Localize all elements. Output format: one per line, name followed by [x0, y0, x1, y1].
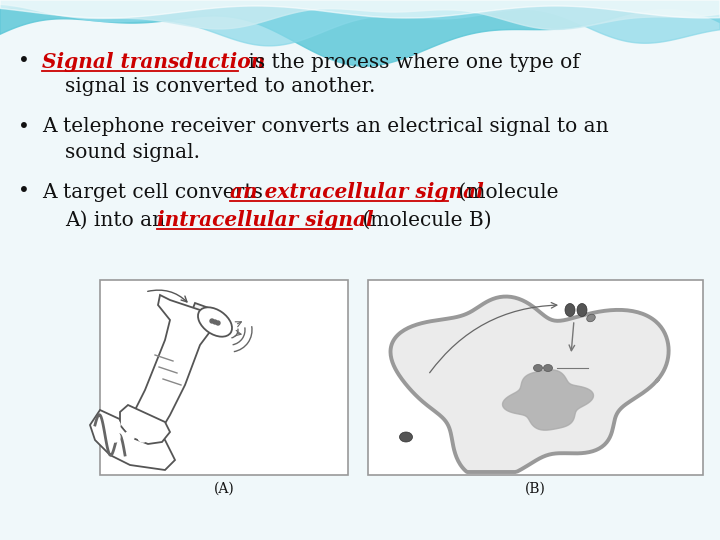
Text: A: A [376, 314, 384, 323]
Ellipse shape [565, 303, 575, 316]
Text: IN: IN [386, 314, 400, 323]
Polygon shape [503, 370, 593, 430]
Text: A telephone receiver converts an electrical signal to an: A telephone receiver converts an electri… [42, 118, 608, 137]
Text: OUT: OUT [286, 381, 310, 389]
Ellipse shape [587, 314, 595, 322]
Ellipse shape [198, 307, 232, 336]
Circle shape [124, 432, 134, 442]
Text: IN: IN [110, 304, 123, 313]
Text: is the process where one type of: is the process where one type of [242, 52, 580, 71]
Text: •: • [18, 118, 30, 137]
Ellipse shape [577, 303, 587, 316]
Text: an extracellular signal: an extracellular signal [230, 182, 484, 202]
Text: intracellular signal: intracellular signal [157, 210, 374, 230]
Polygon shape [190, 303, 220, 325]
Text: •: • [18, 52, 30, 71]
Polygon shape [90, 410, 175, 470]
Circle shape [110, 432, 120, 442]
Text: •: • [18, 183, 30, 201]
Polygon shape [130, 295, 215, 435]
Text: (molecule B): (molecule B) [356, 211, 492, 229]
Text: molecule B: molecule B [598, 369, 656, 379]
Text: signaling: signaling [598, 357, 646, 367]
Text: OUT: OUT [598, 381, 622, 390]
Circle shape [138, 420, 148, 430]
Text: intracellular: intracellular [598, 346, 663, 354]
Ellipse shape [544, 364, 552, 372]
Circle shape [210, 319, 214, 323]
Polygon shape [390, 296, 669, 472]
Text: extracellular signal: extracellular signal [376, 290, 478, 299]
Circle shape [110, 420, 120, 430]
Text: A target cell converts: A target cell converts [42, 183, 269, 201]
Circle shape [138, 432, 148, 442]
Ellipse shape [534, 364, 542, 372]
Text: (A): (A) [214, 482, 235, 496]
Text: electrical signal: electrical signal [110, 292, 194, 301]
Text: signal is converted to another.: signal is converted to another. [65, 78, 375, 97]
Text: sound signal.: sound signal. [65, 143, 200, 161]
Ellipse shape [400, 432, 413, 442]
Polygon shape [120, 405, 170, 444]
Circle shape [213, 320, 217, 324]
FancyBboxPatch shape [100, 280, 348, 475]
Text: sound: sound [286, 368, 318, 376]
Text: (molecule: (molecule [452, 183, 559, 201]
Circle shape [124, 420, 134, 430]
Text: (B): (B) [525, 482, 546, 496]
Text: molecule: molecule [376, 302, 423, 311]
Text: A) into an: A) into an [65, 211, 171, 229]
FancyBboxPatch shape [368, 280, 703, 475]
Text: Signal transduction: Signal transduction [42, 52, 265, 72]
Circle shape [216, 321, 220, 325]
